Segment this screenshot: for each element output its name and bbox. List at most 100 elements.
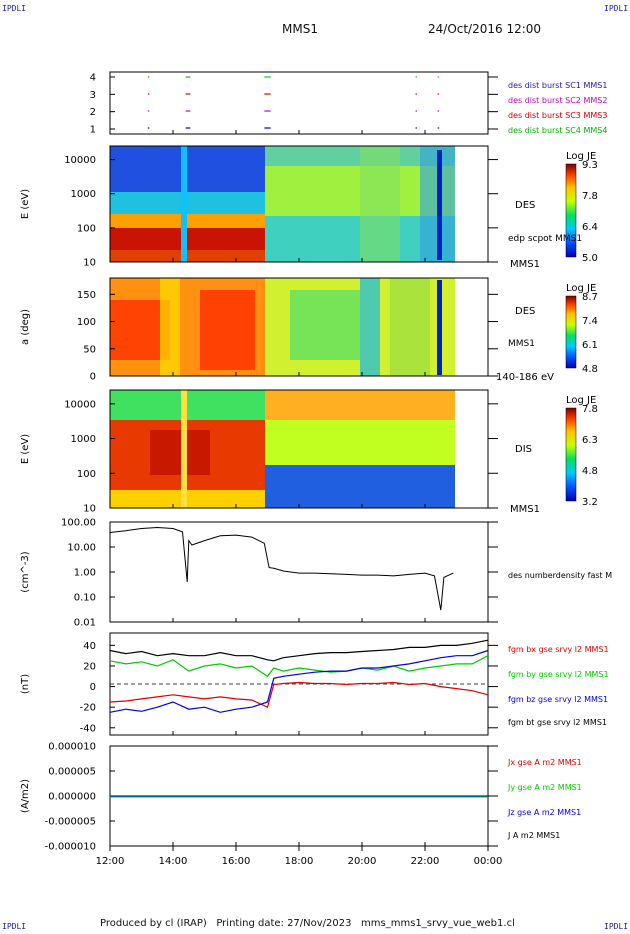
colorbar-tick-label: 5.0: [582, 253, 598, 264]
x-tick-label: 00:00: [474, 856, 503, 867]
legend-label: Jz gse A m2 MMS1: [507, 808, 581, 817]
x-tick-label: 12:00: [96, 856, 125, 867]
y-tick-label: 20: [83, 661, 96, 672]
y-tick-label: 1.00: [74, 568, 96, 579]
panel-right-sub-label: MMS1: [508, 339, 535, 349]
x-tick-label: 18:00: [285, 856, 314, 867]
y-tick-label: 100: [77, 223, 96, 234]
y-tick-label: 10.00: [67, 543, 96, 554]
y-tick-label: 10: [83, 504, 96, 515]
y-tick-label: -0.000010: [45, 842, 96, 853]
mission-title: MMS1: [282, 22, 318, 36]
legend-label: des dist burst SC1 MMS1: [508, 81, 607, 90]
y-axis-label: (A/m2): [20, 779, 31, 813]
colorbar-tick-label: 6.1: [582, 340, 598, 351]
colorbar-title: Log JE: [566, 283, 596, 294]
x-tick-label: 20:00: [348, 856, 377, 867]
legend-label: des dist burst SC4 MMS4: [508, 126, 607, 135]
y-tick-label: 10: [83, 258, 96, 269]
footer-credits: Produced by cl (IRAP) Printing date: 27/…: [100, 918, 515, 929]
fgm-series-by: [109, 655, 489, 678]
x-tick-label: 16:00: [222, 856, 251, 867]
corner-label-bottom-left: IPDLI: [2, 922, 27, 931]
y-tick-label: 100.00: [61, 518, 96, 529]
panel-right-bottom-label: 140-186 eV: [496, 372, 554, 383]
y-tick-label: 100: [77, 317, 96, 328]
y-tick-label: -0.000005: [45, 817, 96, 828]
y-tick-label: 10000: [64, 399, 96, 410]
panel-right-label: DIS: [515, 444, 532, 455]
y-tick-label: 40: [83, 641, 96, 652]
burst-panel-frame: [109, 71, 489, 135]
colorbar-tick-label: 7.8: [582, 191, 598, 202]
density-series-line: [109, 526, 454, 611]
y-axis-label: E (eV): [20, 189, 31, 219]
y-tick-label: 1: [90, 125, 96, 136]
legend-label: fgm bt gse srvy l2 MMS1: [508, 718, 607, 727]
y-tick-label: 50: [83, 344, 96, 355]
colorbar-tick-label: 4.8: [582, 364, 598, 375]
density-frame: [109, 521, 489, 623]
y-tick-label: 0: [90, 372, 96, 383]
y-tick-label: -20: [80, 703, 96, 714]
y-tick-label: 0.000010: [48, 742, 96, 753]
fgm-series-bt: [109, 639, 489, 662]
y-tick-label: 1000: [71, 189, 96, 200]
corner-label-top-right: IPDLI: [604, 4, 629, 13]
legend-label: J A m2 MMS1: [507, 831, 560, 840]
x-tick-label: 14:00: [159, 856, 188, 867]
y-axis-label: E (eV): [20, 434, 31, 464]
colorbar-title: Log JE: [566, 151, 596, 162]
legend-label: des dist burst SC3 MMS3: [508, 111, 607, 120]
x-tick-label: 22:00: [411, 856, 440, 867]
y-axis-label: a (deg): [20, 309, 31, 345]
legend-label: Jy gse A m2 MMS1: [507, 783, 582, 792]
fgm-series-bz: [109, 649, 489, 713]
legend-label: fgm bz gse srvy l2 MMS1: [508, 695, 608, 704]
y-tick-label: 0.10: [74, 593, 96, 604]
des-pitch-colorbar: [565, 295, 577, 369]
y-axis-label: (nT): [20, 674, 31, 694]
date-title: 24/Oct/2016 12:00: [428, 22, 542, 36]
colorbar-tick-label: 7.8: [582, 404, 598, 415]
panel-right-label: DES: [515, 306, 535, 317]
colorbar-tick-label: 9.3: [582, 160, 598, 171]
y-tick-label: 2: [90, 107, 96, 118]
colorbar-tick-label: 7.4: [582, 316, 598, 327]
legend-label: des dist burst SC2 MMS2: [508, 96, 607, 105]
dis-energy-colorbar: [565, 407, 577, 502]
y-tick-label: 0: [90, 682, 96, 693]
fgm-series-bx: [109, 681, 489, 709]
corner-label-bottom-right: IPDLI: [604, 922, 629, 931]
y-tick-label: 1000: [71, 434, 96, 445]
legend-label: Jx gse A m2 MMS1: [507, 758, 582, 767]
panel-right-bottom-label: MMS1: [510, 259, 540, 270]
y-tick-label: 0.000005: [48, 767, 96, 778]
colorbar-tick-label: 3.2: [582, 497, 598, 508]
y-tick-label: 3: [90, 90, 96, 101]
legend-label: des numberdensity fast M: [508, 571, 612, 580]
y-tick-label: -40: [80, 723, 96, 734]
colorbar-tick-label: 8.7: [582, 292, 598, 303]
des-energy-colorbar: [565, 163, 577, 258]
colorbar-tick-label: 4.8: [582, 466, 598, 477]
des-energy-heatmap: [110, 146, 488, 262]
colorbar-title: Log JE: [566, 395, 596, 406]
corner-label-top-left: IPDLI: [2, 4, 27, 13]
y-tick-label: 100: [77, 469, 96, 480]
legend-label: fgm bx gse srvy l2 MMS1: [508, 645, 609, 654]
y-tick-label: 0.01: [74, 618, 96, 629]
y-tick-label: 150: [77, 290, 96, 301]
colorbar-tick-label: 6.4: [582, 222, 598, 233]
y-tick-label: 0.000000: [48, 792, 96, 803]
y-tick-label: 4: [90, 73, 96, 84]
panel-right-sub-label: edp scpot MMS1: [508, 234, 582, 244]
y-axis-label: (cm^-3): [20, 551, 31, 592]
colorbar-tick-label: 6.3: [582, 435, 598, 446]
panel-right-label: DES: [515, 200, 535, 211]
legend-label: fgm by gse srvy l2 MMS1: [508, 670, 609, 679]
dis-energy-heatmap: [110, 390, 488, 508]
dynamic-layer: 12:00 14:00 16:00 18:00 20:00 22:00 00:00 4 3 2 1 d…: [20, 73, 612, 868]
y-tick-label: 10000: [64, 155, 96, 166]
